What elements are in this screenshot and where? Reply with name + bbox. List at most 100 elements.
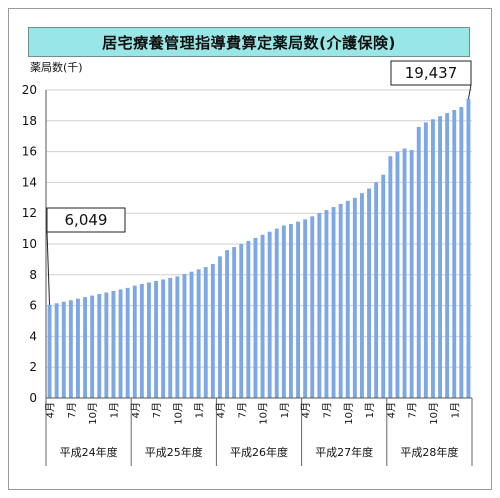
x-month-label: 4月 xyxy=(130,402,142,418)
bar xyxy=(352,197,357,398)
bar xyxy=(146,282,151,398)
bar xyxy=(274,228,279,398)
bar xyxy=(61,301,66,398)
bar xyxy=(210,264,215,398)
bar xyxy=(367,188,372,398)
bar xyxy=(281,225,286,398)
x-month-label: 7月 xyxy=(407,402,419,418)
callout-box xyxy=(46,207,126,233)
bar xyxy=(182,274,187,398)
y-tick-label: 6 xyxy=(29,299,37,313)
bar xyxy=(196,269,201,398)
bar xyxy=(189,271,194,398)
bar xyxy=(175,276,180,398)
x-month-label: 4月 xyxy=(215,402,227,418)
x-month-label: 10月 xyxy=(87,402,99,425)
fiscal-year-label: 平成28年度 xyxy=(400,445,458,459)
bar xyxy=(97,294,102,398)
bar xyxy=(374,182,379,398)
bar xyxy=(438,116,443,399)
fiscal-year-label: 平成26年度 xyxy=(230,445,288,459)
x-month-label: 10月 xyxy=(428,402,440,425)
bar xyxy=(466,98,471,398)
bar xyxy=(161,279,166,398)
y-tick-label: 8 xyxy=(29,268,37,282)
x-month-label: 7月 xyxy=(151,402,163,418)
x-month-label: 4月 xyxy=(385,402,397,418)
x-month-label: 4月 xyxy=(300,402,312,418)
bar xyxy=(125,287,130,398)
y-tick-label: 2 xyxy=(29,360,37,374)
x-month-label: 10月 xyxy=(343,402,355,425)
bar xyxy=(118,289,123,398)
fiscal-year-label: 平成27年度 xyxy=(315,445,373,459)
y-tick-label: 20 xyxy=(22,83,37,97)
bar xyxy=(402,148,407,398)
bar xyxy=(388,156,393,398)
fiscal-year-label: 平成25年度 xyxy=(145,445,203,459)
y-tick-labels: 0 2 4 6 8 10 12 14 16 18 20 xyxy=(22,83,37,405)
chart-title: 居宅療養管理指導費算定薬局数(介護保険) xyxy=(28,27,470,57)
x-month-label: 10月 xyxy=(172,402,184,425)
bar xyxy=(239,244,244,398)
bar xyxy=(267,231,272,398)
bar xyxy=(430,119,435,398)
x-month-label: 4月 xyxy=(45,402,57,418)
x-month-label: 10月 xyxy=(258,402,270,425)
y-tick-label: 10 xyxy=(22,237,37,251)
bar xyxy=(217,256,222,398)
bar xyxy=(168,277,173,398)
bar xyxy=(54,303,59,398)
callout-leader xyxy=(467,84,472,99)
bar xyxy=(310,216,315,398)
fiscal-year-labels: 平成24年度 平成25年度 平成26年度 平成27年度 平成28年度 xyxy=(60,445,459,459)
x-month-label: 1月 xyxy=(364,402,376,418)
x-month-label: 1月 xyxy=(449,402,461,418)
bar xyxy=(203,267,208,398)
bar xyxy=(75,298,80,398)
bar xyxy=(246,240,251,398)
bar xyxy=(83,297,88,398)
y-tick-label: 18 xyxy=(22,114,37,128)
bars xyxy=(47,98,471,399)
bar xyxy=(423,122,428,398)
gridlines xyxy=(46,89,472,399)
y-tick-label: 14 xyxy=(22,175,37,189)
bar xyxy=(90,295,95,398)
bar xyxy=(445,113,450,398)
bar xyxy=(260,234,265,398)
x-month-label: 7月 xyxy=(66,402,78,418)
callout-label: 19,437 xyxy=(405,64,458,82)
bar xyxy=(132,285,137,398)
callouts: 6,049 19,437 xyxy=(46,60,472,305)
x-month-label: 1月 xyxy=(194,402,206,418)
bar xyxy=(47,304,52,398)
bar xyxy=(154,280,159,398)
bar xyxy=(459,106,464,398)
bar xyxy=(296,221,301,398)
x-month-labels: 4月 7月 10月 1月 4月 7月 10月 1月 4月 7月 10月 1月 4月 7月 10月 1月 4月 7月… xyxy=(45,402,462,425)
bar xyxy=(359,193,364,398)
bar xyxy=(409,150,414,398)
bar xyxy=(381,174,386,398)
callout-leader xyxy=(46,231,51,305)
x-month-label: 7月 xyxy=(321,402,333,418)
y-tick-label: 0 xyxy=(29,391,37,405)
bar xyxy=(232,247,237,398)
bar xyxy=(288,223,293,398)
bar xyxy=(338,203,343,398)
bar xyxy=(452,110,457,399)
fiscal-year-label: 平成24年度 xyxy=(60,445,118,459)
bar xyxy=(345,200,350,398)
axes xyxy=(45,90,473,466)
bar xyxy=(317,213,322,398)
bar xyxy=(395,151,400,398)
bar xyxy=(225,250,230,398)
bar xyxy=(139,284,144,398)
bar xyxy=(303,219,308,398)
x-month-label: 1月 xyxy=(108,402,120,418)
bar xyxy=(104,292,109,398)
bar xyxy=(253,237,258,398)
bar xyxy=(331,207,336,398)
